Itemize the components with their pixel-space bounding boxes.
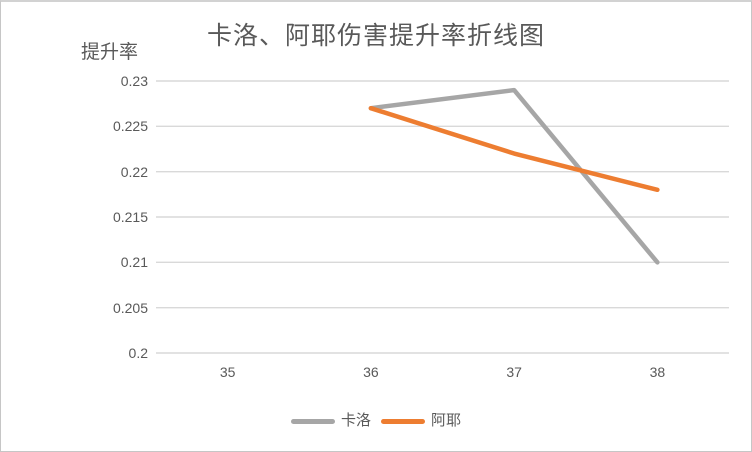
x-tick-label: 38 <box>649 364 666 380</box>
legend-label: 阿耶 <box>431 412 462 429</box>
y-tick-label: 0.215 <box>112 209 148 225</box>
chart-title: 卡洛、阿耶伤害提升率折线图 <box>206 22 545 50</box>
y-tick-label: 0.21 <box>120 254 148 271</box>
legend-item-1: 阿耶 <box>381 411 461 431</box>
legend-line-icon <box>381 418 425 424</box>
y-tick-label: 0.2 <box>128 345 148 361</box>
y-axis-title: 提升率 <box>81 42 139 63</box>
chart-legend: 卡洛 阿耶 <box>1 411 751 431</box>
y-tick-label: 0.205 <box>112 299 148 316</box>
y-tick-label: 0.225 <box>112 118 148 135</box>
y-tick-label: 0.22 <box>120 163 148 180</box>
legend-label: 卡洛 <box>340 412 371 429</box>
y-tick-label: 0.23 <box>120 73 148 89</box>
legend-line-icon <box>290 418 335 424</box>
x-tick-label: 35 <box>219 364 236 380</box>
series-line-0 <box>368 87 660 265</box>
series-line-1 <box>368 105 660 193</box>
x-tick-label: 37 <box>506 364 522 380</box>
x-tick-label: 36 <box>363 364 379 380</box>
legend-item-0: 卡洛 <box>290 411 371 431</box>
